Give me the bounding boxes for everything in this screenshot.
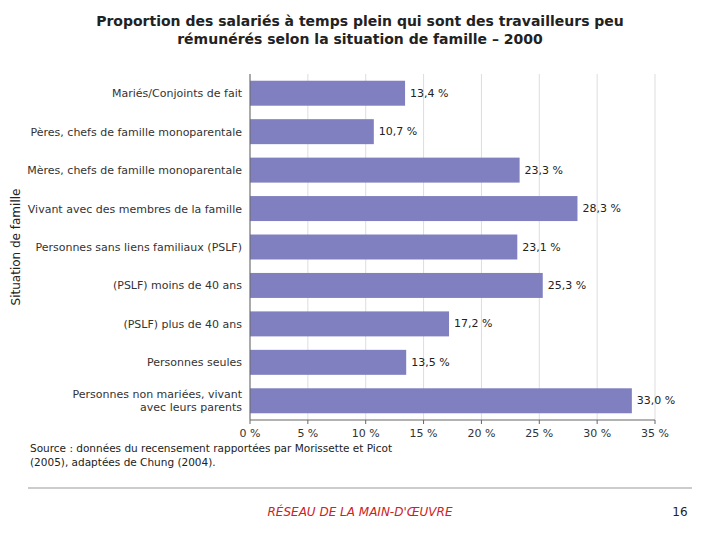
tick-label: 10 % [352, 427, 380, 440]
tick-label: 20 % [467, 427, 495, 440]
tick-mark [481, 420, 482, 424]
grid-line [655, 74, 656, 420]
page-number: 16 [672, 505, 687, 519]
category-label: Pères, chefs de famille monoparentale [31, 125, 243, 138]
bar [250, 81, 405, 106]
tick-mark [597, 420, 598, 424]
tick-mark [539, 420, 540, 424]
data-label: 23,3 % [525, 164, 563, 177]
tick-label: 25 % [525, 427, 553, 440]
tick-label: 30 % [583, 427, 611, 440]
bars [250, 81, 632, 414]
separator [28, 488, 692, 489]
tick-mark [655, 420, 656, 424]
data-label: 17,2 % [454, 317, 492, 330]
tick-mark [365, 420, 366, 424]
bar [250, 388, 632, 413]
category-label: Mères, chefs de famille monoparentale [27, 164, 242, 177]
category-label: Mariés/Conjoints de fait [112, 87, 243, 100]
y-axis-line [250, 74, 251, 420]
category-label: (PSLF) moins de 40 ans [113, 279, 242, 292]
data-label: 10,7 % [379, 125, 417, 138]
bar [250, 119, 374, 144]
chart: Proportion des salariés à temps plein qu… [0, 0, 720, 540]
title: Proportion des salariés à temps plein qu… [96, 13, 624, 47]
bar [250, 311, 449, 336]
data-labels: 13,4 % 10,7 % 23,3 % 28,3 % 23,1 % 25,3 % 17,2… [379, 87, 675, 408]
data-label: 13,5 % [411, 356, 449, 369]
tick-label: 5 % [297, 427, 318, 440]
tick-mark [307, 420, 308, 424]
bar [250, 350, 406, 375]
data-label: 25,3 % [548, 279, 586, 292]
bar [250, 158, 520, 183]
grid [250, 74, 655, 420]
bar [250, 196, 577, 221]
category-label: (PSLF) plus de 40 ans [123, 317, 242, 330]
data-label: 33,0 % [637, 394, 675, 407]
category-label: Personnes sans liens familiaux (PSLF) [35, 241, 242, 254]
source-note: Source : données du recensement rapporté… [30, 442, 392, 468]
grid-line [250, 74, 251, 420]
bar [250, 235, 517, 260]
tick-mark [250, 420, 251, 424]
tick-label: 15 % [410, 427, 438, 440]
footer: RÉSEAU DE LA MAIN-D'ŒUVRE [268, 504, 453, 519]
bar [250, 273, 543, 298]
data-label: 13,4 % [410, 87, 448, 100]
data-label: 28,3 % [582, 202, 620, 215]
category-label: Personnes seules [147, 356, 242, 369]
tick-label: 0 % [240, 427, 261, 440]
x-axis-line [250, 420, 655, 421]
tick-mark [423, 420, 424, 424]
category-label: Personnes non mariées, vivantavec leurs … [73, 388, 243, 414]
category-label: Vivant avec des membres de la famille [28, 202, 242, 215]
y-axis-label: Situation de famille [9, 189, 23, 306]
grid-line [597, 74, 598, 420]
data-label: 23,1 % [522, 241, 560, 254]
tick-label: 35 % [641, 427, 669, 440]
